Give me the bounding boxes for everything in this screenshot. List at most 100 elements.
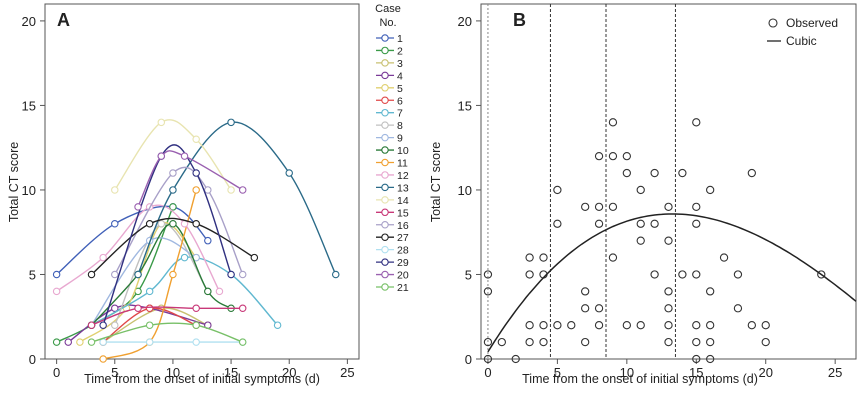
observed-point: [483, 287, 493, 296]
observed-point: [608, 151, 618, 161]
legend-case-4-marker: [381, 71, 389, 80]
legend-case-11-marker: [381, 158, 389, 167]
observed-point: [678, 270, 687, 279]
panel-a-xtick-label: 15: [224, 365, 238, 380]
observed-point: [817, 270, 826, 279]
legend-case-9-label: 9: [397, 133, 403, 145]
case-16-point: [238, 270, 247, 279]
observed-point: [664, 321, 673, 330]
observed-point: [525, 253, 534, 262]
legend-case-6-label: 6: [397, 95, 403, 107]
case-10-point: [169, 220, 177, 228]
observed-point: [692, 354, 701, 364]
legend-case-16-label: 16: [397, 220, 409, 232]
case-14-point: [192, 135, 200, 143]
legend-case-3-marker: [381, 59, 389, 67]
case-15-point: [238, 304, 247, 313]
legend-cubic-label: Cubic: [786, 34, 817, 48]
observed-point: [608, 118, 618, 127]
case-21-point: [192, 321, 200, 329]
case-14-point: [227, 186, 235, 194]
case-21-point: [87, 338, 96, 346]
legend-case-16-marker: [381, 221, 389, 229]
legend-observed-marker: [768, 18, 778, 28]
case-20-point: [157, 152, 166, 160]
observed-point: [608, 253, 618, 262]
case-20-line: [137, 150, 244, 208]
legend-case-12-label: 12: [397, 170, 409, 182]
observed-point: [664, 202, 673, 212]
observed-point: [636, 219, 645, 228]
observed-point: [553, 185, 562, 195]
legend-case-11-label: 11: [397, 158, 408, 170]
observed-point: [706, 287, 715, 296]
case-12-point: [99, 253, 107, 262]
observed-point: [511, 354, 520, 364]
case-27-point: [250, 253, 259, 262]
observed-point: [622, 168, 631, 178]
legend-case-13-label: 13: [397, 182, 409, 194]
case-16-point: [111, 270, 119, 279]
legend-case-28-marker: [381, 245, 389, 254]
case-8-point: [111, 321, 119, 329]
panel-a-xtick-label: 10: [166, 365, 180, 380]
case-14-point: [111, 186, 119, 194]
legend-case-12-marker: [381, 171, 389, 179]
legend-case-2-marker: [381, 46, 389, 55]
case-13-point: [285, 169, 293, 177]
case-1-point: [204, 236, 212, 245]
observed-point: [581, 337, 590, 347]
panel-a-plot: 0 5 10 15 20 25 0 5 10 15 20: [22, 14, 355, 380]
case-28-point: [192, 338, 200, 346]
panel-a-ytick-label: 10: [22, 183, 36, 198]
observed-point: [706, 354, 715, 364]
case-13-point: [227, 118, 235, 127]
observed-point: [553, 321, 562, 330]
case-10-point: [204, 287, 212, 296]
case-27-point: [145, 220, 154, 228]
observed-point: [692, 270, 701, 279]
observed-point: [553, 219, 562, 228]
case-27-point: [192, 220, 200, 228]
observed-point: [664, 287, 673, 296]
case-29-line: [102, 144, 232, 326]
observed-point: [650, 168, 659, 178]
panel-a-ytick-label: 5: [29, 267, 36, 282]
observed-point: [483, 337, 493, 347]
panel-b-legend: Observed Cubic: [767, 16, 838, 48]
legend-case-1-marker: [381, 34, 389, 42]
panel-b-ytick-label: 15: [458, 98, 472, 113]
case-13-point: [331, 270, 340, 279]
observed-point: [539, 253, 548, 262]
legend-case-20-marker: [381, 270, 389, 279]
observed-point: [636, 321, 645, 330]
case-4-point: [111, 304, 119, 313]
panel-a-xtick-label: 20: [282, 365, 296, 380]
panel-a-ytick-label: 0: [29, 352, 36, 367]
case-11-point: [169, 270, 177, 279]
observed-point: [539, 321, 548, 330]
observed-point: [719, 253, 729, 262]
legend-case-29-label: 29: [397, 257, 409, 269]
case-2-point: [52, 338, 61, 346]
case-15-point: [192, 304, 200, 313]
case-14-line: [114, 119, 232, 191]
legend-title-no: No.: [379, 17, 396, 29]
case-15-point: [134, 304, 142, 313]
observed-point: [761, 337, 770, 347]
legend-case-10-label: 10: [397, 145, 409, 157]
observed-point: [594, 219, 604, 228]
legend-case-21-marker: [381, 283, 389, 291]
observed-point: [692, 219, 701, 228]
legend-case-13-marker: [381, 183, 389, 192]
panel-b-ytick-label: 0: [465, 352, 472, 367]
case-7-point: [180, 253, 189, 262]
panel-a-ytick-label: 15: [22, 98, 36, 113]
legend-case-4-label: 4: [397, 70, 403, 82]
observed-point: [636, 185, 645, 195]
observed-point: [733, 270, 743, 279]
observed-point: [594, 321, 604, 330]
panel-b-xtick-label: 20: [758, 365, 772, 380]
observed-point: [525, 270, 534, 279]
observed-point: [567, 321, 576, 330]
